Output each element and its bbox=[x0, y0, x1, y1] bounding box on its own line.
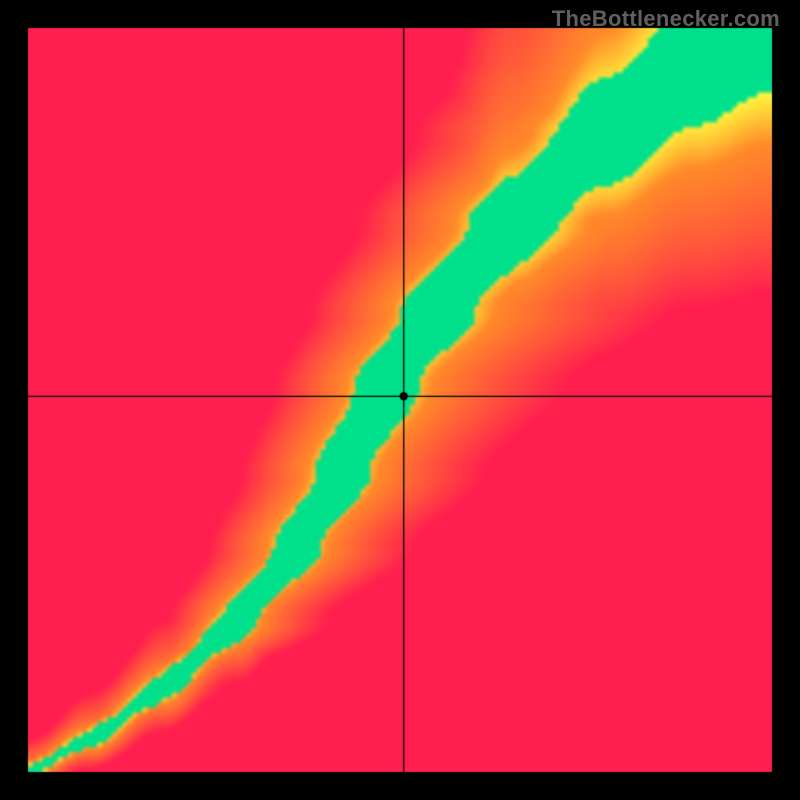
heatmap-canvas bbox=[0, 0, 800, 800]
watermark-label: TheBottlenecker.com bbox=[552, 6, 780, 32]
chart-root: TheBottlenecker.com bbox=[0, 0, 800, 800]
